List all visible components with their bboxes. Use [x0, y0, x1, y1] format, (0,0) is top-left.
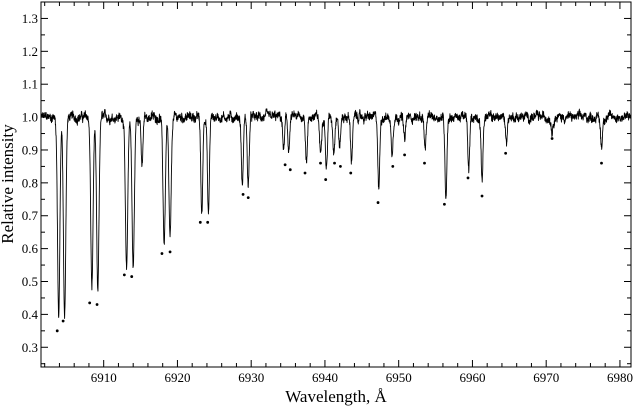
line-marker-dot: [88, 301, 92, 305]
line-marker-dot: [283, 163, 287, 167]
y-tick-label: 0.4: [22, 307, 39, 322]
line-marker-dot: [168, 250, 172, 254]
x-tick-label: 6920: [164, 370, 190, 385]
x-axis-ticks: 6910 6920 6930 6940 6950 6960 6970 6980: [44, 2, 633, 385]
x-tick-label: 6930: [238, 370, 264, 385]
line-marker-dot: [391, 165, 395, 168]
line-marker-dot: [122, 273, 126, 277]
line-marker-dot: [288, 168, 292, 172]
line-marker-dot: [550, 137, 554, 140]
line-marker-dot: [324, 178, 328, 181]
y-tick-label: 0.3: [22, 340, 38, 355]
line-marker-dot: [319, 161, 322, 165]
y-tick-label: 0.7: [22, 208, 39, 223]
y-tick-label: 1.1: [22, 77, 38, 92]
line-marker-dot: [349, 171, 353, 175]
x-tick-label: 6950: [386, 370, 412, 385]
x-axis-title: Wavelength, Å: [285, 387, 387, 406]
line-marker-dot: [443, 202, 446, 206]
y-tick-label: 0.8: [22, 175, 38, 190]
line-markers: [55, 137, 603, 333]
x-tick-label: 6960: [459, 370, 485, 385]
line-marker-dot: [246, 196, 250, 200]
line-marker-dot: [403, 153, 406, 157]
line-marker-dot: [423, 161, 426, 165]
line-marker-dot: [480, 194, 484, 198]
line-marker-dot: [61, 319, 65, 323]
plot-frame: [40, 1, 632, 368]
y-tick-label: 0.5: [22, 274, 38, 289]
x-tick-label: 6940: [312, 370, 338, 385]
line-marker-dot: [376, 201, 380, 204]
line-marker-dot: [241, 192, 245, 196]
line-marker-dot: [95, 303, 99, 306]
line-marker-dot: [339, 165, 342, 168]
x-tick-label: 6980: [607, 370, 633, 385]
line-marker-dot: [198, 220, 202, 224]
x-tick-label: 6970: [533, 370, 559, 385]
line-marker-dot: [504, 151, 508, 155]
line-marker-dot: [160, 252, 164, 255]
line-marker-dot: [600, 161, 603, 165]
y-axis-title: Relative intensity: [0, 124, 17, 244]
y-tick-label: 1.2: [22, 44, 38, 59]
x-tick-label: 6910: [91, 370, 117, 385]
line-marker-dot: [130, 275, 134, 278]
line-marker-dot: [55, 329, 59, 333]
y-tick-label: 1.3: [22, 11, 38, 26]
y-tick-label: 1.0: [22, 110, 38, 125]
y-axis-ticks: 0.3 0.4 0.5 0.6 0.7 0.8 0.9 1.0 1.1 1.2 1.3: [22, 11, 631, 365]
y-tick-label: 0.9: [22, 142, 38, 157]
line-marker-dot: [206, 220, 210, 224]
line-marker-dot: [333, 161, 336, 165]
y-tick-label: 0.6: [22, 241, 39, 256]
line-marker-dot: [466, 176, 470, 180]
spectrum-line: [40, 108, 632, 319]
line-marker-dot: [303, 171, 307, 175]
